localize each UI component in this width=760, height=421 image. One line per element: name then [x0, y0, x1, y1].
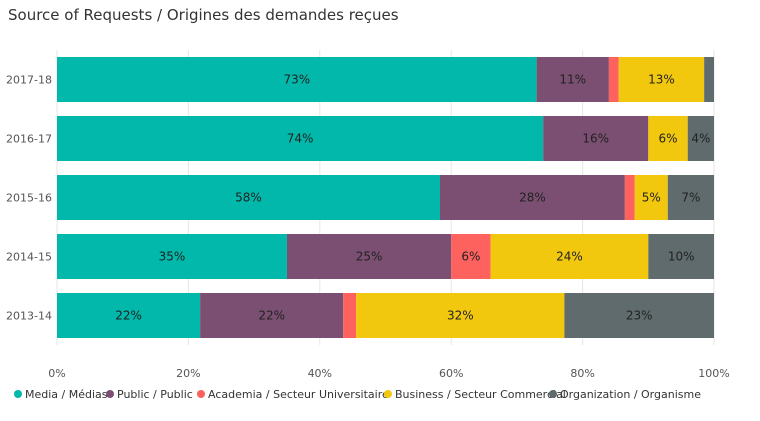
bar-segment[interactable] [564, 293, 714, 338]
data-label: 25% [356, 250, 383, 264]
data-label: 23% [626, 309, 653, 323]
x-tick-label: 100% [698, 367, 729, 380]
legend-marker [197, 390, 205, 398]
legend-entry[interactable]: Organization / Organisme [560, 388, 701, 401]
x-axis: 0% 20% 40% 60% 80% 100% [48, 367, 729, 380]
legend-marker [106, 390, 114, 398]
bar-segment[interactable] [704, 57, 714, 102]
data-label: 74% [287, 132, 314, 146]
data-label: 16% [582, 132, 609, 146]
legend-entry[interactable]: Media / Médias [25, 388, 108, 401]
data-label: 6% [461, 250, 480, 264]
x-tick-label: 40% [308, 367, 332, 380]
legend-entry[interactable]: Business / Secteur Commercial [395, 388, 566, 401]
bar-segment[interactable] [667, 175, 714, 220]
data-label: 22% [115, 309, 142, 323]
y-tick-label: 2015-16 [6, 192, 52, 205]
legend-entry[interactable]: Public / Public [117, 388, 193, 401]
y-tick-label: 2017-18 [6, 74, 52, 87]
y-tick-label: 2014-15 [6, 251, 52, 264]
bar-segment[interactable] [57, 116, 544, 161]
data-label: 28% [519, 191, 546, 205]
data-label: 32% [447, 309, 474, 323]
bar-segment[interactable] [57, 234, 287, 279]
x-tick-label: 80% [570, 367, 594, 380]
legend-entry[interactable]: Academia / Secteur Universitaire [208, 388, 389, 401]
bar-segment[interactable] [356, 293, 565, 338]
data-label: 22% [258, 309, 285, 323]
bar-segment[interactable] [200, 293, 344, 338]
bar-segment[interactable] [490, 234, 649, 279]
data-label: 35% [159, 250, 186, 264]
legend-marker [549, 390, 557, 398]
data-label: 58% [235, 191, 262, 205]
y-tick-label: 2016-17 [6, 133, 52, 146]
data-label: 11% [559, 73, 586, 87]
bars [57, 57, 714, 338]
data-label: 5% [642, 191, 661, 205]
data-label: 73% [283, 73, 310, 87]
bar-segment[interactable] [286, 234, 452, 279]
bar-segment[interactable] [451, 234, 491, 279]
data-label: 10% [668, 250, 695, 264]
y-axis: 2017-18 2016-17 2015-16 2014-15 2013-14 [6, 74, 52, 323]
bar-segment[interactable] [439, 175, 625, 220]
data-label: 4% [691, 132, 710, 146]
legend-marker [14, 390, 22, 398]
y-tick-label: 2013-14 [6, 310, 52, 323]
bar-segment[interactable] [543, 116, 649, 161]
data-label: 7% [681, 191, 700, 205]
legend[interactable]: Media / Médias Public / Public Academia / … [14, 388, 701, 401]
data-labels: 73% 11% 13% 74% 16% 6% 4% 58% 28% 5% 7% 35% 25% 6% 24%… [115, 73, 710, 323]
bar-segment[interactable] [57, 175, 440, 220]
bar-segment[interactable] [687, 116, 714, 161]
bar-segment[interactable] [634, 175, 668, 220]
bar-segment[interactable] [648, 234, 714, 279]
bar-segment[interactable] [343, 293, 357, 338]
bar-segment[interactable] [618, 57, 705, 102]
x-tick-label: 0% [48, 367, 65, 380]
bar-segment[interactable] [624, 175, 635, 220]
legend-marker [384, 390, 392, 398]
bar-segment[interactable] [608, 57, 619, 102]
chart-title: Source of Requests / Origines des demand… [8, 6, 399, 24]
x-tick-label: 60% [439, 367, 463, 380]
bar-segment[interactable] [536, 57, 609, 102]
bar-segment[interactable] [57, 293, 201, 338]
data-label: 6% [658, 132, 677, 146]
x-tick-label: 20% [176, 367, 200, 380]
data-label: 24% [556, 250, 583, 264]
data-label: 13% [648, 73, 675, 87]
bar-segment[interactable] [648, 116, 688, 161]
bar-segment[interactable] [57, 57, 537, 102]
